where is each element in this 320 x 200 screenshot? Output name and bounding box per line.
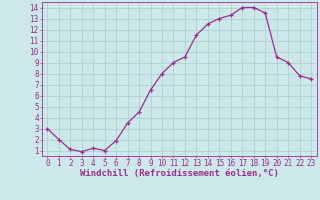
X-axis label: Windchill (Refroidissement éolien,°C): Windchill (Refroidissement éolien,°C) [80, 169, 279, 178]
